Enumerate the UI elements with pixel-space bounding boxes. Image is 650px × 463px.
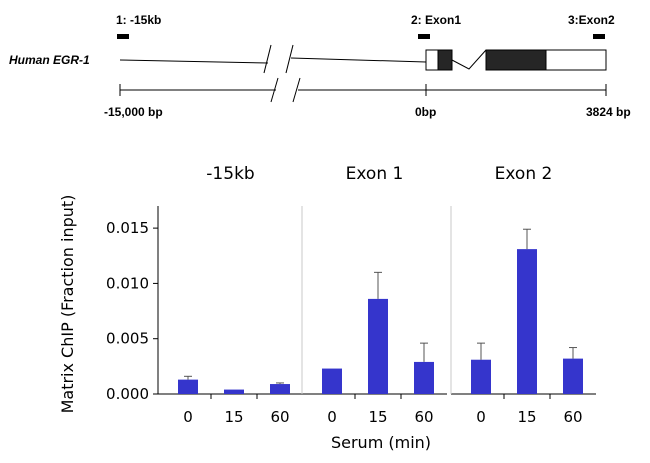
gene-label: Human EGR-1	[9, 53, 90, 67]
y-tick-label: 0.000	[106, 385, 149, 403]
panel-title: Exon 1	[346, 164, 404, 184]
x-tick-label: 60	[414, 408, 433, 426]
x-tick-label: 0	[183, 408, 193, 426]
gene-break-mark-1	[263, 44, 272, 74]
x-axis-label: Serum (min)	[331, 433, 431, 452]
probe-marker-1	[117, 34, 129, 39]
intron	[451, 49, 487, 70]
bar-chart: Matrix ChIP (Fraction input) Serum (min)…	[58, 164, 596, 452]
scale-label-3: 3824 bp	[586, 105, 631, 119]
y-axis: 0.000 0.005 0.010 0.015	[106, 206, 159, 403]
bar	[471, 359, 491, 394]
exon2-coding	[485, 49, 547, 71]
y-tick-label: 0.015	[106, 219, 149, 237]
gene-map: 1: -15kb 2: Exon1 3:Exon2 Human EGR-1 -1…	[9, 13, 631, 119]
bar	[178, 379, 198, 394]
probe-label-1: 1: -15kb	[116, 13, 161, 27]
bar	[368, 298, 388, 394]
bar	[322, 368, 342, 394]
gene-break-mark-2	[285, 44, 294, 74]
exon2-utr	[545, 49, 607, 71]
panel-2: Exon 1 0 15 60	[301, 164, 447, 426]
scale-label-1: -15,000 bp	[104, 105, 163, 119]
scale-break-mark-1	[270, 77, 279, 103]
x-tick-label: 0	[327, 408, 337, 426]
y-tick-label: 0.010	[106, 274, 149, 292]
chart-panels: -15kb 0 15 60 Exon 1 0 15 60 Exon 2 0 15 60	[158, 164, 596, 426]
bar	[224, 389, 244, 394]
probe-label-2: 2: Exon1	[411, 13, 461, 27]
exon1-coding	[437, 49, 453, 71]
y-axis-label: Matrix ChIP (Fraction input)	[58, 195, 77, 414]
panel-title: Exon 2	[495, 164, 553, 184]
scale-break-mark-2	[292, 77, 301, 103]
x-tick-label: 15	[517, 408, 536, 426]
panel-1: -15kb 0 15 60	[158, 164, 303, 426]
gene-line-right	[290, 57, 427, 63]
x-tick-label: 60	[563, 408, 582, 426]
x-tick-label: 0	[476, 408, 486, 426]
probe-marker-2	[418, 34, 430, 39]
bar	[414, 361, 434, 394]
y-tick-label: 0.005	[106, 330, 149, 348]
panel-3: Exon 2 0 15 60	[450, 164, 596, 426]
bar	[517, 249, 537, 394]
x-tick-label: 15	[368, 408, 387, 426]
probe-label-3: 3:Exon2	[568, 13, 615, 27]
x-tick-label: 15	[224, 408, 243, 426]
panel-title: -15kb	[206, 164, 254, 184]
gene-line-left	[119, 59, 269, 64]
x-tick-label: 60	[270, 408, 289, 426]
exon1-utr	[425, 49, 439, 71]
probe-marker-3	[593, 34, 605, 39]
bar	[270, 384, 290, 394]
bar	[563, 358, 583, 394]
scale-label-2: 0bp	[415, 105, 436, 119]
